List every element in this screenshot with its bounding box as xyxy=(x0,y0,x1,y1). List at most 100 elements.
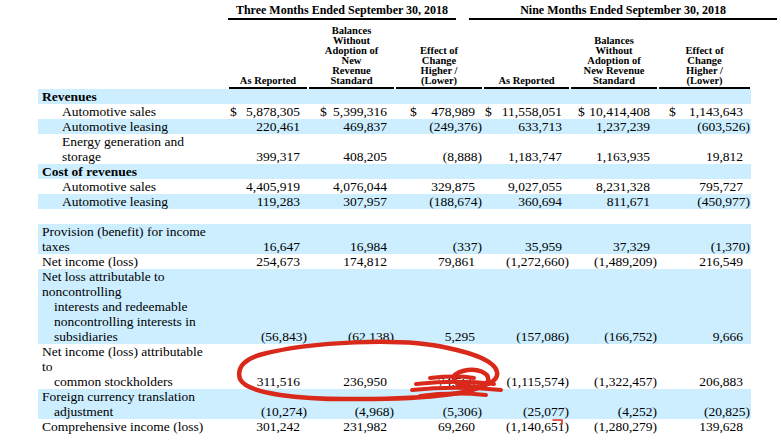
row-label-line: Automotive leasing xyxy=(38,194,228,209)
cell-value xyxy=(570,89,658,104)
table-row: Net income (loss) attributabletocommon s… xyxy=(38,344,751,389)
cell-value: (56,843) xyxy=(228,269,308,344)
column-header-line: (Lower) xyxy=(396,76,482,86)
cell-value: 231,982 xyxy=(308,419,395,434)
cell-value: 11,558,051$ xyxy=(483,104,570,119)
cell-value: 9,666 xyxy=(658,269,751,344)
row-label-line: Provision (benefit) for income xyxy=(38,224,228,239)
cell-amount: 1,163,935 xyxy=(596,149,650,164)
cell-value: (337) xyxy=(395,224,483,254)
cell-value: 8,231,328 xyxy=(570,179,658,194)
cell-value: 206,883 xyxy=(658,344,751,389)
cell-amount: (450,977) xyxy=(697,194,750,209)
row-label: Net income (loss) attributabletocommon s… xyxy=(38,344,228,389)
cell-value: 795,727 xyxy=(658,179,751,194)
cell-amount: 16,984 xyxy=(350,239,387,254)
cell-value xyxy=(658,164,751,179)
cell-value xyxy=(483,164,570,179)
cell-value: (20,825) xyxy=(658,389,751,419)
cell-value: 16,984 xyxy=(308,224,395,254)
cell-value: (25,077) xyxy=(483,389,570,419)
cell-value: 254,673 xyxy=(228,254,308,269)
cell-value: 174,812 xyxy=(308,254,395,269)
cell-value: 360,694 xyxy=(483,194,570,209)
row-label-line: Automotive leasing xyxy=(38,119,228,134)
cell-value xyxy=(570,209,658,224)
cell-value: 5,878,305$ xyxy=(228,104,308,119)
currency-symbol: $ xyxy=(320,104,327,119)
table-row: Net income (loss)254,673174,81279,861(1,… xyxy=(38,254,751,269)
cell-value: 329,875 xyxy=(395,179,483,194)
row-label-line: taxes xyxy=(38,239,228,254)
financial-table: Three Months Ended September 30, 2018Nin… xyxy=(38,2,751,434)
table-row: Net loss attributable tononcontrollingin… xyxy=(38,269,751,344)
cell-value: 1,163,935 xyxy=(570,134,658,164)
cell-value xyxy=(658,209,751,224)
cell-value: 811,671 xyxy=(570,194,658,209)
cell-value: 220,461 xyxy=(228,119,308,134)
row-label: Net income (loss) xyxy=(38,254,228,269)
column-header-line: As Reported xyxy=(229,76,307,86)
cell-value: 1,183,747 xyxy=(483,134,570,164)
row-label xyxy=(38,209,228,224)
column-group-header: Nine Months Ended September 30, 2018 xyxy=(483,2,751,20)
cell-value: 19,812 xyxy=(658,134,751,164)
row-label-line: noncontrolling interests in xyxy=(38,314,228,329)
cell-amount: (157,086) xyxy=(516,329,569,344)
cell-amount: 220,461 xyxy=(256,119,300,134)
cell-value xyxy=(395,209,483,224)
cell-value: (1,370) xyxy=(658,224,751,254)
row-label-line: Revenues xyxy=(38,89,228,104)
row-label-line: to xyxy=(38,359,228,374)
cell-amount: 329,875 xyxy=(431,179,475,194)
cell-amount: 37,329 xyxy=(613,239,650,254)
row-label-line: subsidiaries xyxy=(38,329,228,344)
row-label: Automotive sales xyxy=(38,104,228,119)
cell-value: 1,143,643$ xyxy=(658,104,751,119)
cell-value: (8,888) xyxy=(395,134,483,164)
cell-value: (1,489,209) xyxy=(570,254,658,269)
cell-value xyxy=(395,164,483,179)
cell-amount: 9,666 xyxy=(713,329,743,344)
cell-amount: 216,549 xyxy=(699,254,743,269)
cell-value: (62,138) xyxy=(308,269,395,344)
cell-amount: (166,752) xyxy=(604,329,657,344)
cell-value: 9,027,055 xyxy=(483,179,570,194)
cell-amount: (10,274) xyxy=(261,404,307,419)
table-row xyxy=(38,209,751,224)
cell-value xyxy=(395,89,483,104)
column-header-text: As Reported xyxy=(484,76,569,89)
cell-amount: 408,205 xyxy=(343,149,387,164)
cell-value xyxy=(228,209,308,224)
cell-amount: 236,950 xyxy=(343,374,387,389)
cell-value: 10,414,408 $ xyxy=(570,104,658,119)
cell-amount: 10,414,408 xyxy=(589,104,650,119)
table-row: Revenues xyxy=(38,89,751,104)
column-header: Effect ofChangeHigher /(Lower) xyxy=(658,20,751,89)
cell-amount: 5,878,305 xyxy=(246,104,300,119)
row-label: Comprehensive income (loss) xyxy=(38,419,228,434)
cell-value xyxy=(308,209,395,224)
cell-value: (249,376) xyxy=(395,119,483,134)
cell-amount: 16,647 xyxy=(263,239,300,254)
row-label-line: Automotive sales xyxy=(38,104,228,119)
cell-amount: 119,283 xyxy=(257,194,300,209)
row-label-line: Automotive sales xyxy=(38,179,228,194)
cell-amount: (5,306) xyxy=(443,404,482,419)
row-label-line: adjustment xyxy=(38,404,228,419)
row-label-line: storage xyxy=(38,149,228,164)
cell-value: 311,516 xyxy=(228,344,308,389)
table-row: Automotive leasing119,283307,957(188,674… xyxy=(38,194,751,209)
cell-amount: 74,566 xyxy=(438,374,475,389)
cell-value: 5,399,316$ xyxy=(308,104,395,119)
cell-amount: 35,959 xyxy=(525,239,562,254)
cell-amount: 9,027,055 xyxy=(508,179,562,194)
header-group-row: Three Months Ended September 30, 2018Nin… xyxy=(38,2,751,20)
row-label-line: Cost of revenues xyxy=(38,164,228,179)
currency-symbol: $ xyxy=(578,104,585,119)
cell-value: 478,989$ xyxy=(395,104,483,119)
cell-value xyxy=(570,164,658,179)
cell-amount: 633,713 xyxy=(518,119,562,134)
column-header-line: Standard xyxy=(571,76,657,86)
cell-amount: 311,516 xyxy=(257,374,300,389)
